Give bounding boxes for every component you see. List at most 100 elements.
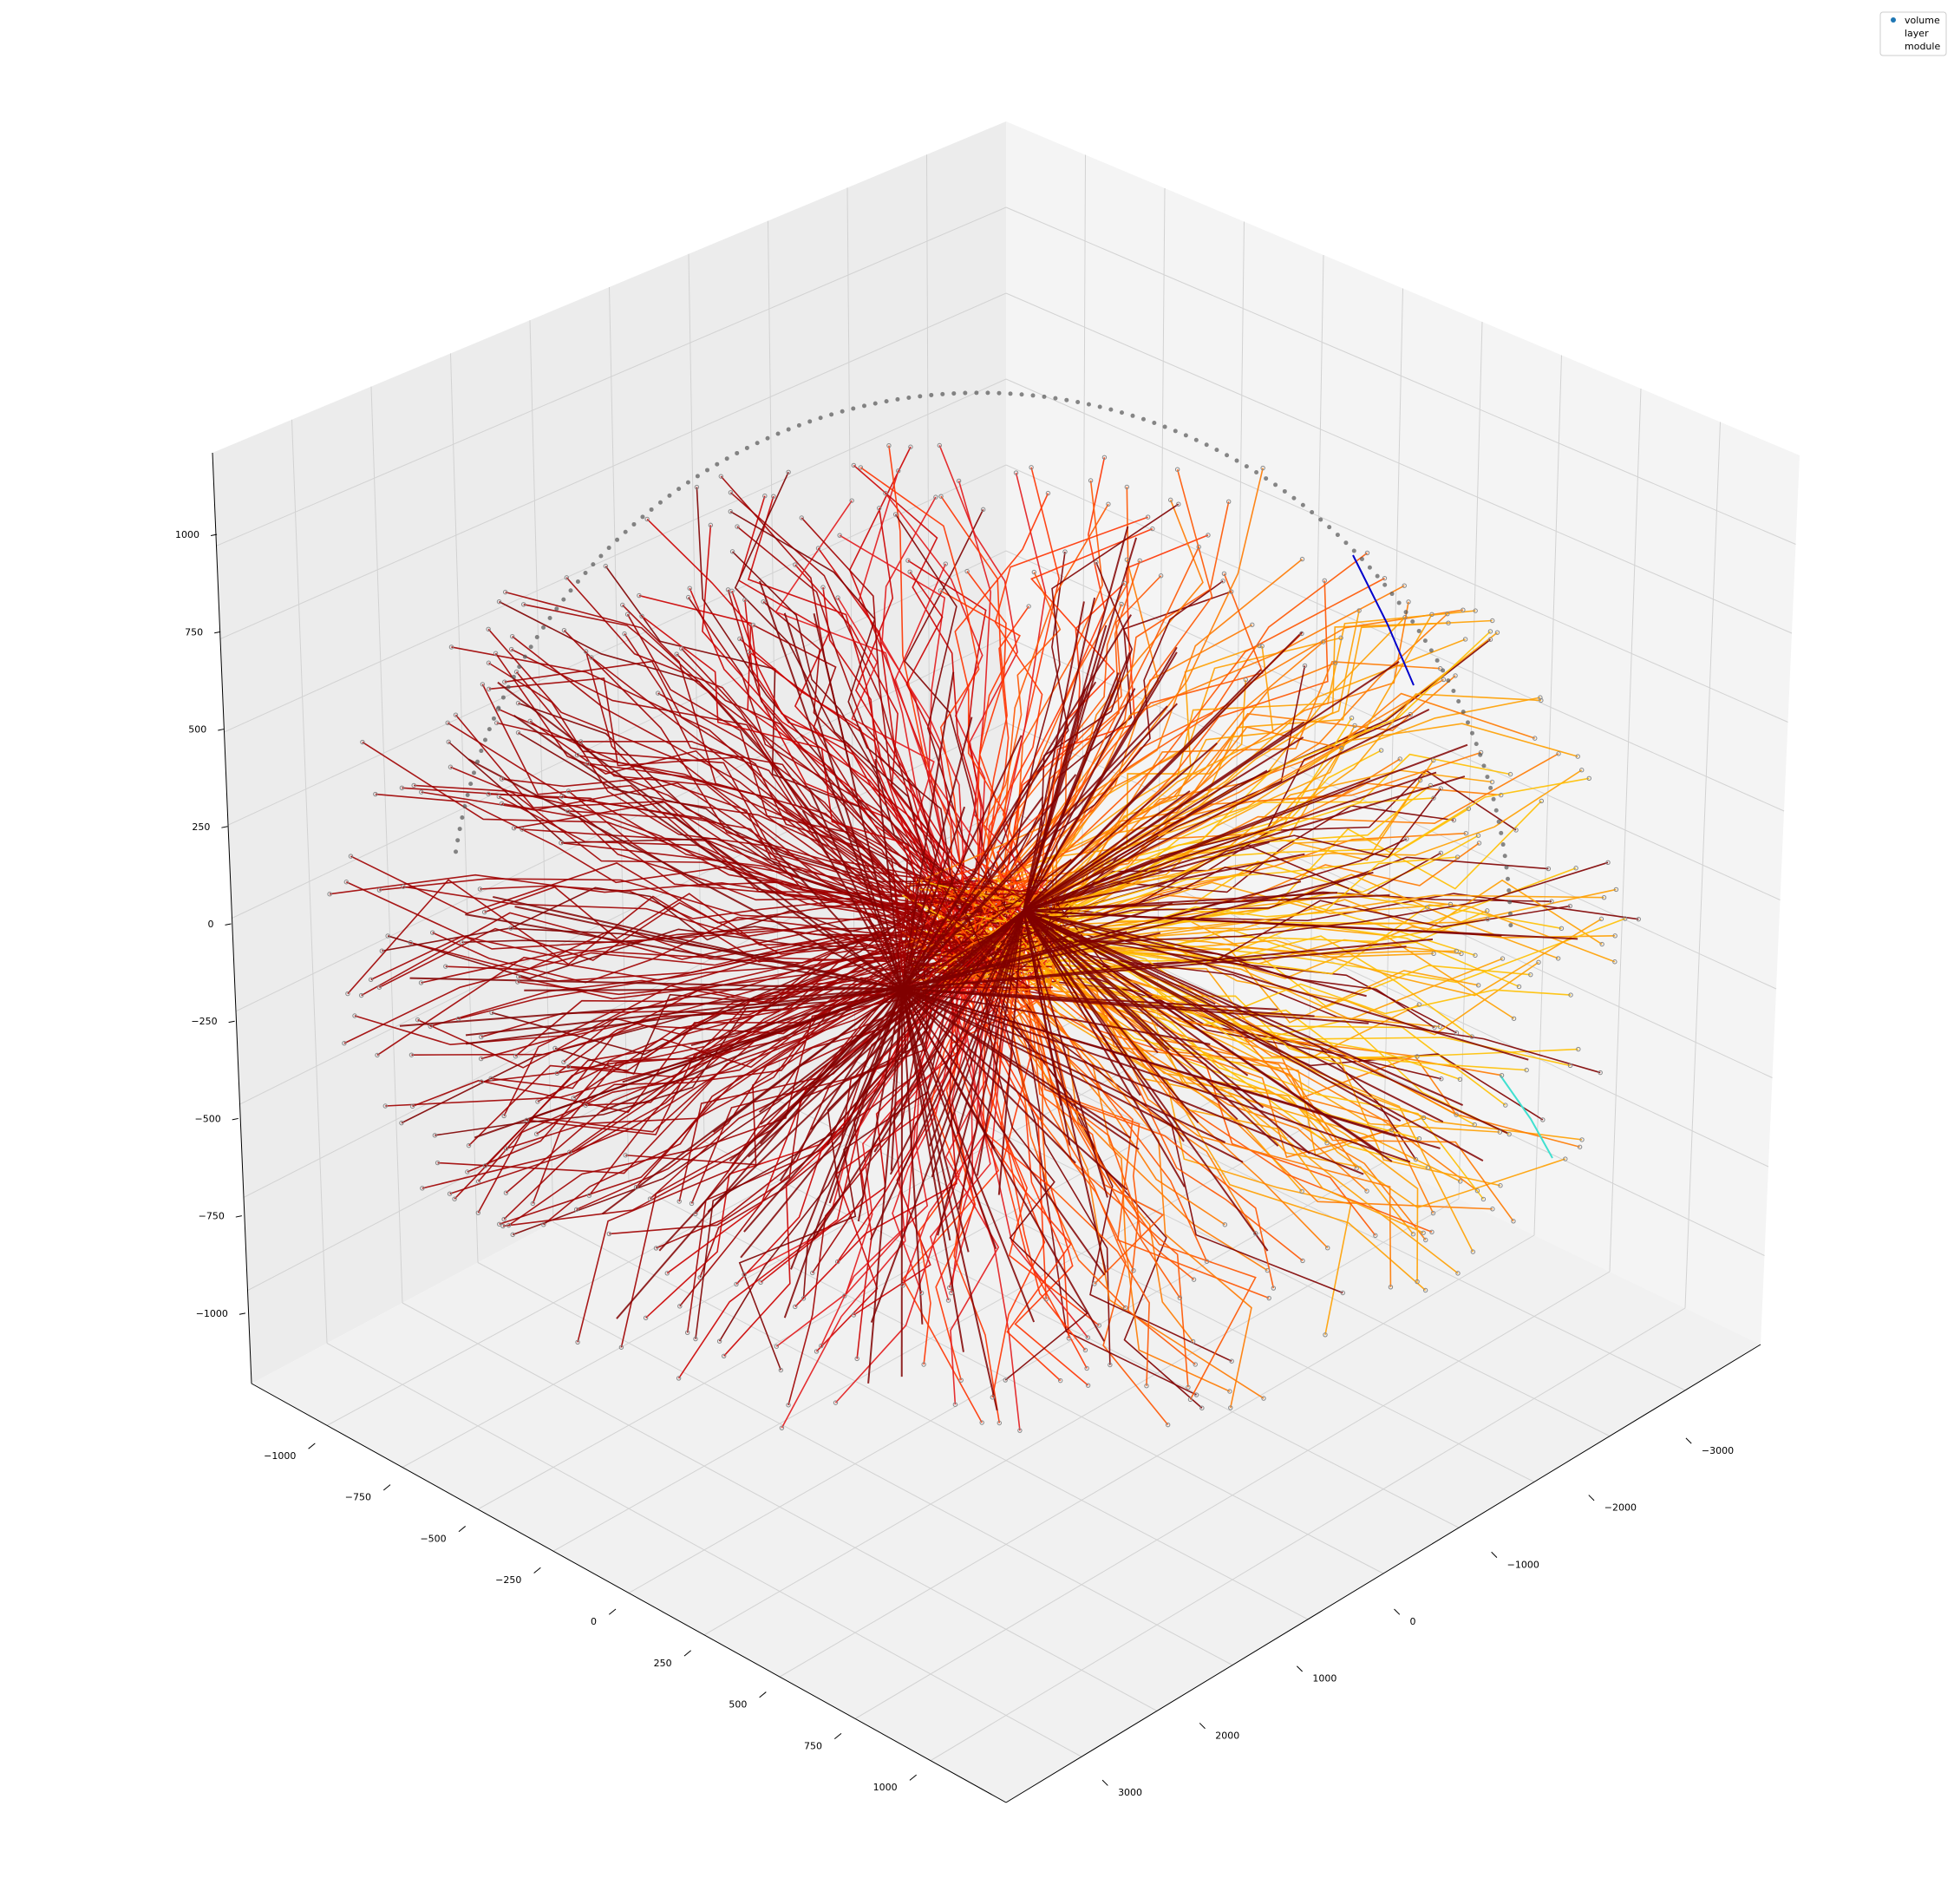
hit-marker xyxy=(1085,1383,1091,1388)
hit-marker xyxy=(1568,992,1573,998)
track-line xyxy=(905,920,1457,961)
hit-marker xyxy=(565,788,572,794)
core-track-line xyxy=(616,988,903,1319)
hit-marker xyxy=(1448,901,1454,907)
hit-marker xyxy=(1499,792,1504,798)
core-track-line xyxy=(474,988,903,1139)
hit-marker xyxy=(345,991,350,997)
x-axis-tick-label: 750 xyxy=(804,1740,822,1751)
track-line xyxy=(1037,585,1405,880)
hit-marker xyxy=(1416,1136,1422,1142)
track-line xyxy=(450,766,962,957)
track-line xyxy=(973,965,1047,1299)
legend-marker xyxy=(1891,17,1896,23)
hit-marker xyxy=(415,1017,421,1023)
track-line xyxy=(939,641,1324,897)
legend-box xyxy=(1879,11,1947,56)
hit-marker xyxy=(1243,677,1249,683)
hit-marker xyxy=(737,636,742,642)
hit-marker xyxy=(522,654,527,659)
hit-marker xyxy=(896,468,901,474)
hit-marker xyxy=(765,435,770,441)
hit-marker xyxy=(842,1293,847,1299)
track-line xyxy=(523,604,1048,893)
hit-marker xyxy=(1476,841,1482,846)
hit-marker xyxy=(1158,573,1164,579)
legend-label: volume xyxy=(1905,15,1940,26)
core-track-line xyxy=(399,988,903,1027)
hit-marker xyxy=(1579,768,1585,773)
core-track-line xyxy=(901,988,1315,1017)
hit-marker xyxy=(541,1222,546,1227)
hit-marker xyxy=(905,558,911,563)
hit-marker xyxy=(1539,697,1544,703)
hit-marker xyxy=(985,390,990,396)
hit-marker xyxy=(1229,1358,1234,1364)
hit-marker xyxy=(583,1102,588,1108)
hit-marker xyxy=(1144,1384,1149,1389)
hit-marker xyxy=(1250,622,1255,627)
hit-marker xyxy=(513,669,520,675)
hit-marker xyxy=(1226,499,1232,505)
track-line xyxy=(657,692,970,956)
core-track-line xyxy=(622,988,903,1083)
hit-marker xyxy=(561,1059,566,1064)
hit-marker xyxy=(379,948,385,953)
hit-marker xyxy=(1507,771,1513,777)
hit-marker xyxy=(1338,635,1343,641)
hit-marker xyxy=(589,655,594,660)
hit-marker xyxy=(997,390,1002,396)
hit-marker xyxy=(591,562,596,567)
hit-marker xyxy=(1359,557,1364,562)
hit-marker xyxy=(849,498,854,503)
hit-marker xyxy=(1204,1259,1210,1264)
hit-marker xyxy=(1124,557,1130,562)
hit-marker xyxy=(1549,899,1554,904)
hit-marker xyxy=(854,1356,859,1362)
hit-marker xyxy=(1469,1034,1474,1039)
hit-marker xyxy=(457,827,462,832)
z-axis-tick xyxy=(225,923,232,926)
hit-marker xyxy=(964,568,970,574)
hit-marker xyxy=(1472,1122,1477,1128)
grid-line xyxy=(1684,422,1721,1309)
hit-marker xyxy=(1413,1156,1419,1162)
z-axis-tick-label: −750 xyxy=(199,1211,225,1222)
track-line xyxy=(646,518,1049,959)
hit-marker xyxy=(1291,495,1297,501)
y-axis-tick xyxy=(1491,1551,1498,1558)
core-track-line xyxy=(869,910,1024,1240)
hit-marker xyxy=(1499,1072,1505,1078)
hit-marker xyxy=(1150,526,1155,532)
hit-marker xyxy=(527,718,533,724)
core-track-line xyxy=(765,840,903,990)
hit-marker xyxy=(735,524,740,529)
hit-marker xyxy=(618,1345,624,1350)
core-track-line xyxy=(901,988,998,1411)
hit-marker xyxy=(583,649,589,654)
core-track-line xyxy=(1023,743,1468,912)
hit-marker xyxy=(1423,1237,1428,1243)
track-line xyxy=(563,630,1020,893)
hit-marker xyxy=(705,468,710,473)
hit-marker xyxy=(561,627,567,633)
track-line xyxy=(734,471,971,925)
hit-marker xyxy=(655,690,661,696)
hit-marker xyxy=(462,803,467,808)
hit-marker xyxy=(399,785,405,791)
hit-marker xyxy=(729,588,735,594)
hit-marker xyxy=(1461,710,1466,715)
hit-marker xyxy=(1318,517,1323,522)
hit-marker xyxy=(1397,756,1402,762)
hit-marker xyxy=(375,1052,380,1058)
hit-marker xyxy=(564,575,570,580)
hit-marker xyxy=(1234,458,1239,463)
hit-marker xyxy=(1066,1336,1072,1341)
hit-marker xyxy=(715,461,720,467)
hit-marker xyxy=(1473,952,1478,959)
hit-marker xyxy=(1364,550,1370,556)
x-axis-tick-label: −250 xyxy=(495,1574,521,1586)
hit-marker xyxy=(500,695,506,700)
hit-marker xyxy=(1500,842,1506,847)
hit-marker xyxy=(974,390,979,396)
